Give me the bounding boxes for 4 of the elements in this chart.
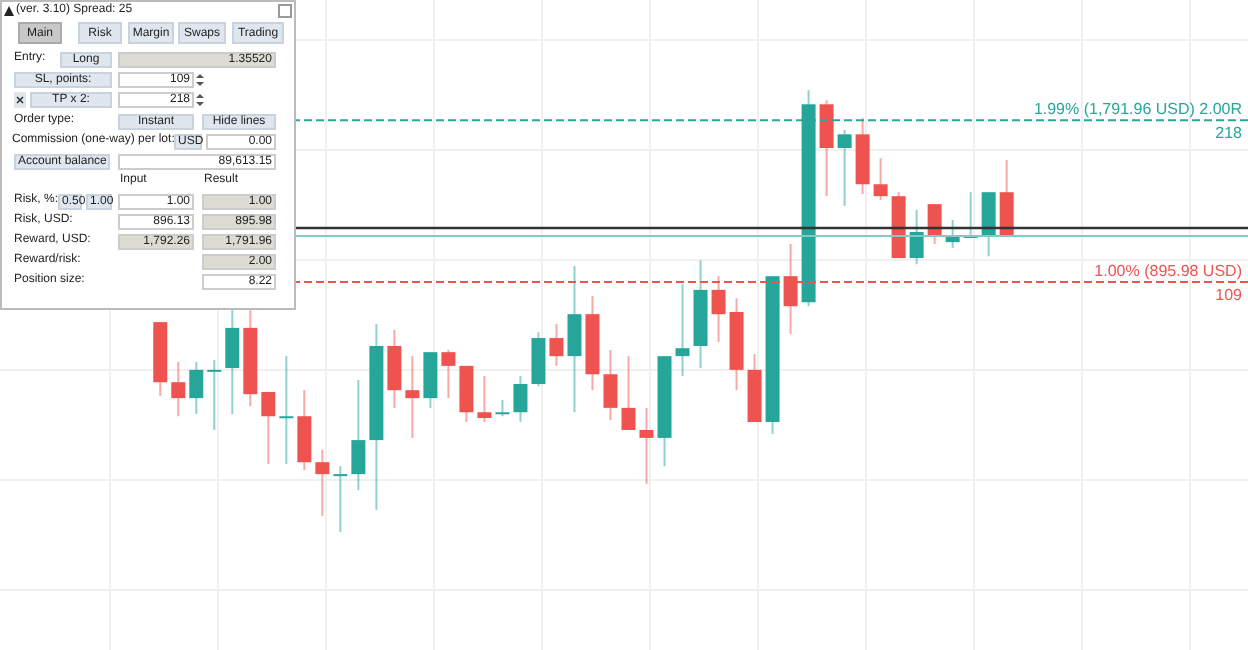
annotation: 109 bbox=[1215, 285, 1242, 304]
annotation: 218 bbox=[1215, 124, 1242, 143]
ref-line-label: 1.00% (895.98 USD) bbox=[1094, 261, 1242, 280]
ref-line-label: 1.99% (1,791.96 USD) 2.00R bbox=[1033, 100, 1242, 119]
